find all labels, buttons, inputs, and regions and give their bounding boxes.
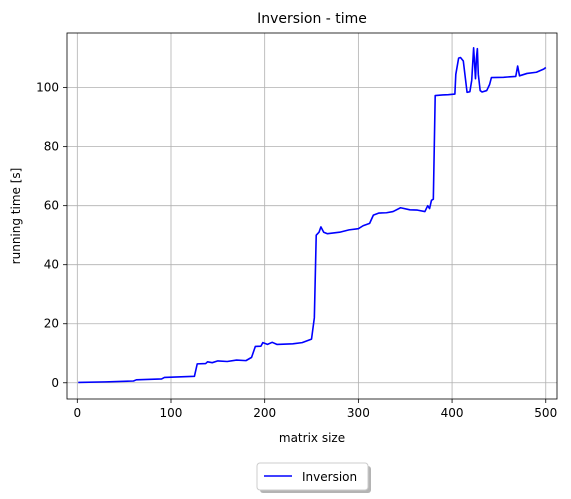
y-tick-label: 40 [44, 258, 59, 272]
y-axis: 0 20 40 60 80 100 [36, 81, 67, 390]
x-axis: 0 100 200 300 400 500 [73, 399, 557, 420]
x-tick-label: 200 [253, 406, 276, 420]
series-line-inversion [78, 46, 547, 384]
x-tick-label: 300 [347, 406, 370, 420]
x-tick-label: 400 [441, 406, 464, 420]
y-tick-label: 100 [36, 81, 59, 95]
x-tick-label: 100 [160, 406, 183, 420]
axes-frame [66, 32, 558, 400]
x-tick-label: 0 [73, 406, 81, 420]
y-tick-label: 60 [44, 199, 59, 213]
y-tick-label: 20 [44, 317, 59, 331]
legend: Inversion [256, 462, 371, 493]
grid [67, 33, 557, 399]
y-axis-label: running time [s] [9, 168, 23, 265]
x-axis-label: matrix size [279, 431, 345, 445]
y-tick-label: 0 [51, 376, 59, 390]
plot-area [78, 46, 547, 384]
chart-title: Inversion - time [257, 11, 367, 27]
x-tick-label: 500 [534, 406, 557, 420]
y-tick-label: 80 [44, 140, 59, 154]
legend-label-inversion: Inversion [302, 470, 357, 484]
